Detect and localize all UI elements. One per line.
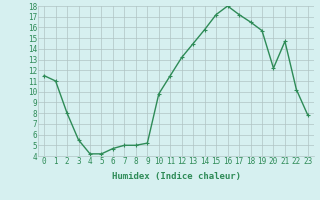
X-axis label: Humidex (Indice chaleur): Humidex (Indice chaleur) <box>111 172 241 181</box>
